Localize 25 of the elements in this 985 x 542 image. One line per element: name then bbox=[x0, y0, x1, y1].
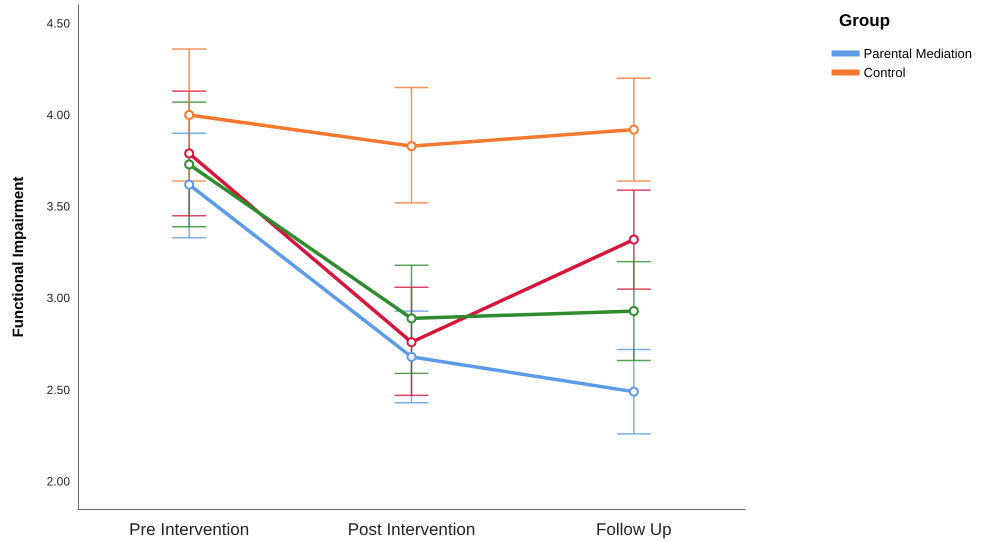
legend-label: Parental Mediation bbox=[864, 46, 972, 61]
y-tick-label: 3.00 bbox=[46, 291, 70, 306]
legend-title: Group bbox=[839, 11, 890, 30]
legend-label: Control bbox=[864, 65, 906, 80]
point bbox=[184, 148, 194, 158]
point bbox=[406, 313, 416, 324]
y-axis-title: Functional Impairment bbox=[10, 176, 27, 338]
y-tick-label: 2.00 bbox=[46, 474, 70, 489]
y-tick-label: 2.50 bbox=[46, 382, 70, 397]
point bbox=[628, 386, 639, 397]
point bbox=[406, 337, 416, 348]
y-tick-label: 3.50 bbox=[46, 200, 70, 214]
point bbox=[184, 180, 194, 190]
point bbox=[628, 234, 639, 245]
x-tick-label: Post Intervention bbox=[348, 520, 476, 539]
x-tick-label: Pre Intervention bbox=[129, 520, 250, 539]
y-tick-label: 4.50 bbox=[46, 16, 70, 30]
x-tick-label: Follow Up bbox=[596, 520, 672, 539]
point bbox=[184, 110, 194, 120]
point bbox=[406, 141, 416, 152]
y-tick-label: 4.00 bbox=[46, 108, 70, 122]
point bbox=[628, 124, 639, 135]
point bbox=[406, 352, 416, 362]
point bbox=[628, 306, 639, 316]
point bbox=[184, 159, 194, 170]
